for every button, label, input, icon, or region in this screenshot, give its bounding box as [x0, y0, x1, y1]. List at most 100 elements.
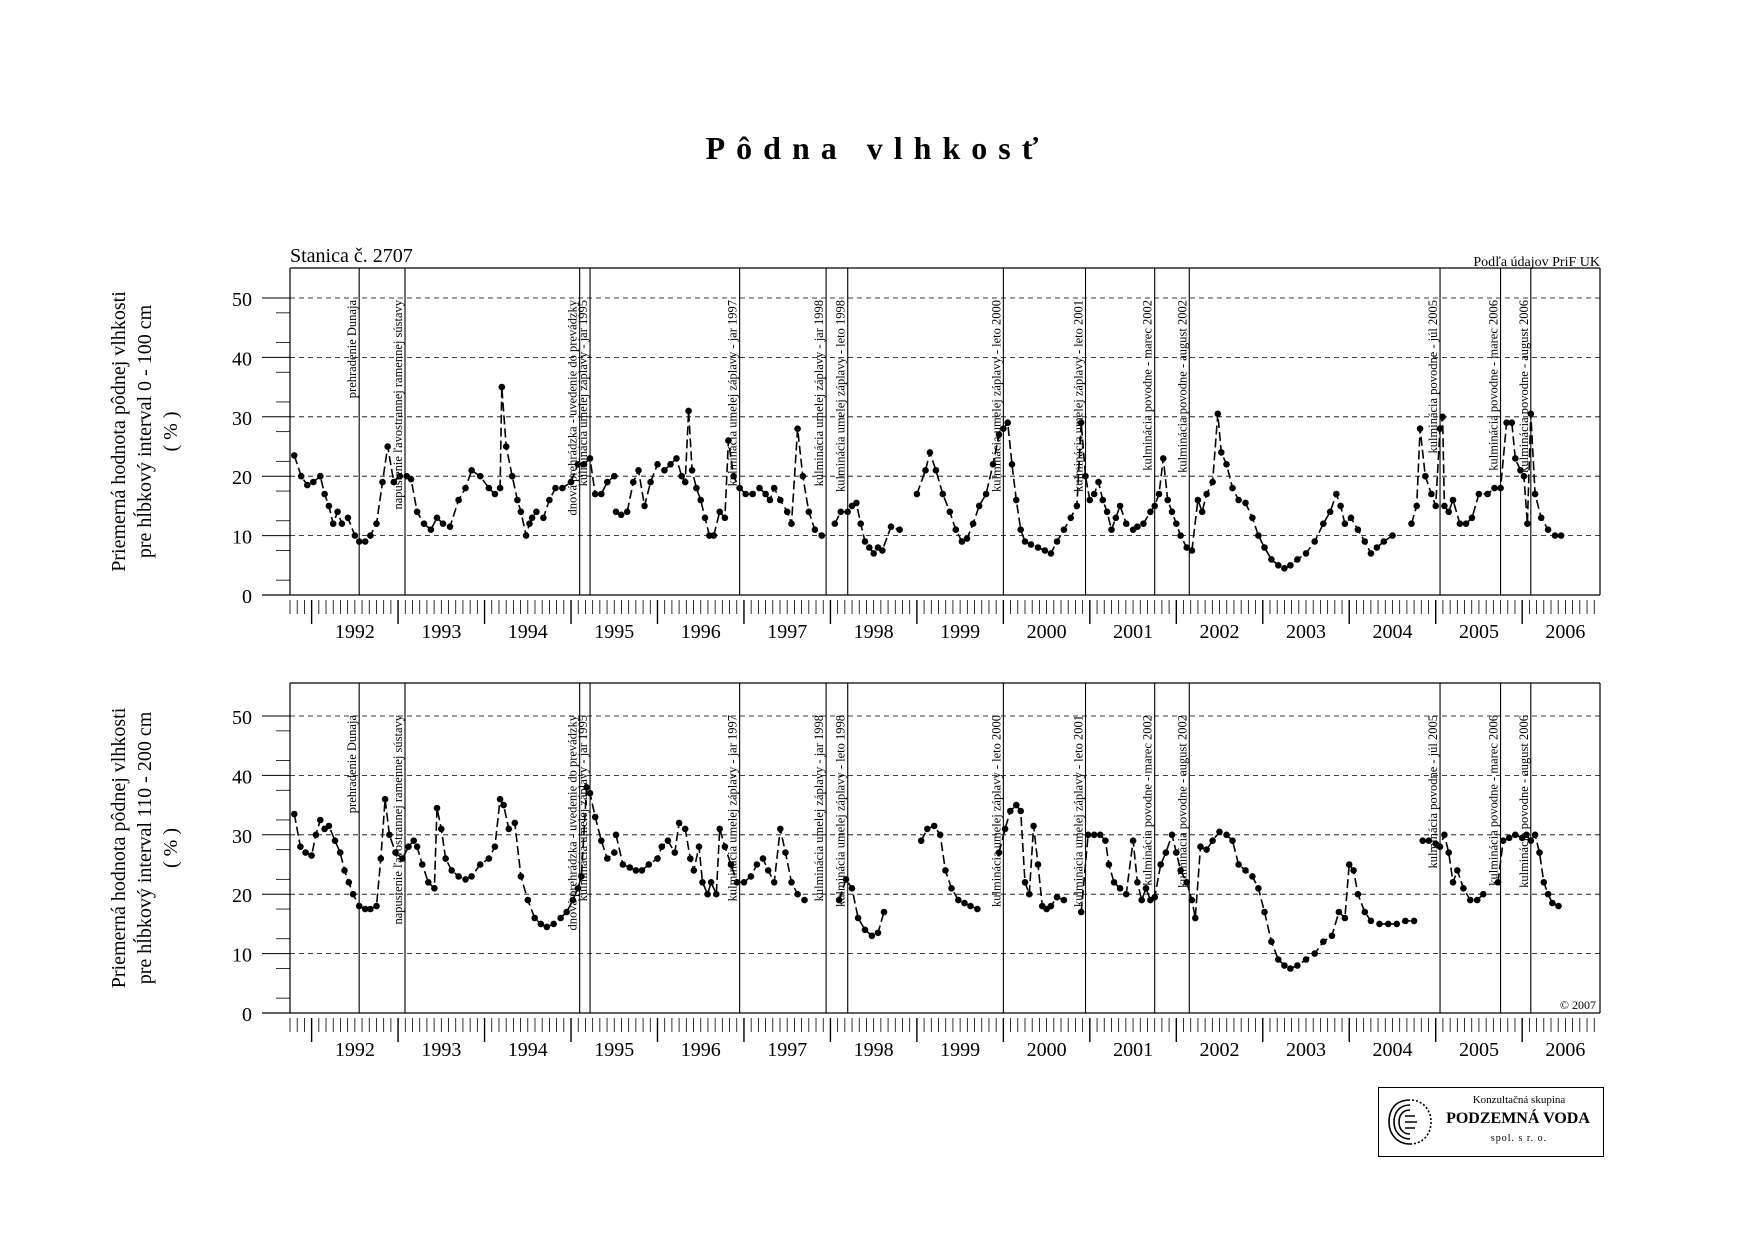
data-point [349, 890, 357, 898]
data-point [1268, 556, 1275, 563]
data-point [1261, 544, 1268, 551]
data-point [995, 849, 1003, 856]
x-tick-label: 1996 [681, 621, 721, 643]
data-point [842, 876, 850, 883]
data-point [308, 852, 315, 859]
data-point [1294, 556, 1301, 563]
x-tick-label: 1996 [681, 1039, 721, 1061]
x-tick-label: 1994 [508, 621, 548, 643]
data-point [1544, 890, 1552, 898]
data-point [1034, 544, 1042, 551]
data-point [913, 490, 921, 498]
series-line [1080, 830, 1415, 970]
company-logo: Konzultačná skupina PODZEMNÁ VODA spol. … [1378, 1087, 1604, 1157]
event-label: kulminácia povodne - august 2006 [1517, 300, 1531, 473]
data-point [1000, 425, 1007, 433]
data-point [1067, 514, 1075, 522]
data-point [685, 407, 692, 415]
data-point [1462, 520, 1470, 527]
data-point [1255, 532, 1262, 539]
data-point [848, 885, 856, 892]
data-point [1540, 879, 1548, 886]
data-point [1531, 490, 1539, 498]
data-point [1034, 861, 1042, 868]
data-point [310, 478, 317, 486]
data-point [866, 544, 873, 551]
data-point [1512, 831, 1519, 839]
data-point [1017, 807, 1024, 815]
data-point [1116, 885, 1124, 892]
data-point [1209, 837, 1216, 844]
data-point [1551, 532, 1559, 539]
logo-line2: PODZEMNÁ VODA [1446, 1110, 1590, 1127]
data-point [321, 490, 328, 498]
data-point [1013, 496, 1020, 504]
data-point [611, 849, 618, 856]
x-tick-label: 2006 [1545, 621, 1585, 643]
data-point [1047, 550, 1055, 557]
data-point [707, 879, 715, 886]
data-point [1341, 520, 1349, 527]
data-point [1223, 461, 1230, 468]
data-point [1021, 879, 1029, 886]
data-point [341, 867, 348, 874]
event-label: kulminácia povodne - marec 2006 [1487, 715, 1501, 886]
data-point [331, 837, 339, 844]
data-point [1229, 837, 1236, 844]
data-point [540, 514, 547, 522]
data-point [1183, 544, 1190, 551]
data-point [1527, 837, 1535, 844]
data-point [500, 801, 507, 809]
data-point [1425, 837, 1433, 844]
data-point [967, 902, 974, 910]
data-point [961, 899, 968, 907]
data-point [1345, 861, 1353, 868]
data-point [701, 514, 709, 522]
data-point [794, 890, 801, 898]
x-tick-label: 1997 [767, 621, 807, 643]
data-point [1294, 962, 1301, 969]
data-point [1320, 520, 1327, 527]
data-point [952, 526, 960, 533]
data-point [419, 861, 426, 868]
data-point [1095, 478, 1102, 486]
data-point [1096, 831, 1104, 839]
data-point [491, 843, 499, 850]
data-point [1499, 837, 1507, 844]
data-point [742, 490, 749, 498]
event-label: prehradenie Dunaja [345, 300, 359, 399]
data-point [736, 484, 743, 492]
data-point [671, 849, 679, 856]
data-point [1384, 920, 1392, 928]
data-point [1138, 896, 1145, 904]
data-point [942, 867, 949, 874]
data-point [1341, 914, 1349, 922]
data-point [1333, 490, 1340, 498]
data-point [312, 831, 320, 839]
data-point [1173, 520, 1180, 527]
data-point [496, 795, 504, 803]
data-point [386, 831, 393, 839]
data-point [345, 879, 353, 886]
data-point [567, 478, 575, 486]
data-point [1475, 490, 1483, 498]
data-point [641, 502, 648, 510]
data-point [446, 523, 454, 530]
event-label: kulminácia povodne - august 2006 [1517, 715, 1531, 888]
data-point [1468, 514, 1476, 522]
data-point [297, 843, 304, 850]
data-point [1389, 532, 1396, 539]
data-point [1203, 490, 1210, 498]
data-point [632, 867, 640, 874]
data-point [1168, 831, 1176, 839]
data-point [611, 472, 618, 480]
x-tick-label: 2004 [1372, 621, 1412, 643]
x-tick-label: 1995 [594, 621, 634, 643]
event-label: kulminácia povodne - marec 2002 [1141, 300, 1155, 471]
data-point [1255, 885, 1262, 892]
data-point [392, 849, 399, 856]
data-point [1183, 879, 1190, 886]
data-point [835, 896, 843, 904]
data-point [476, 472, 484, 480]
data-point [749, 490, 756, 498]
